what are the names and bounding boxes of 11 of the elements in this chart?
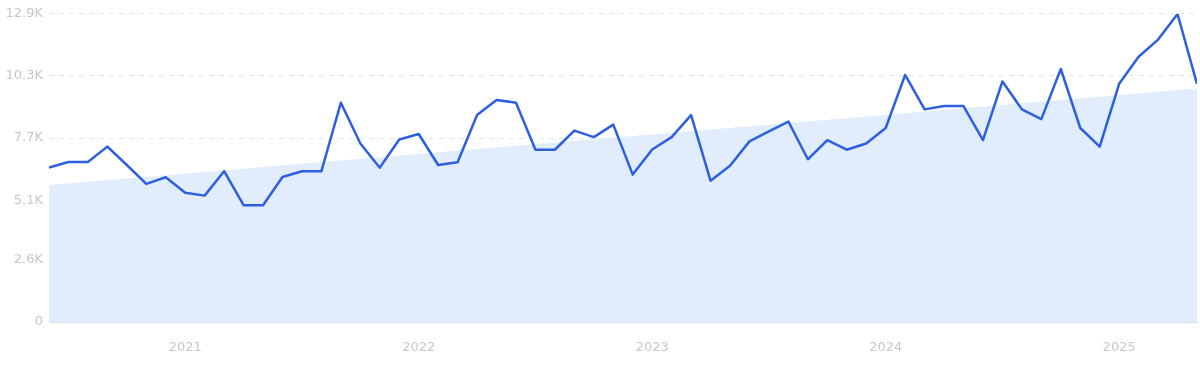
y-tick-label: 12.9K (5, 5, 44, 21)
y-tick-label: 10.3K (5, 67, 44, 83)
y-tick-label: 2.6K (13, 251, 44, 267)
x-tick-label: 2024 (869, 339, 903, 355)
x-tick-label: 2025 (1102, 339, 1136, 355)
y-tick-label: 5.1K (13, 191, 44, 207)
x-tick-label: 2023 (635, 339, 669, 355)
x-tick-label: 2021 (168, 339, 202, 355)
y-tick-label: 7.7K (13, 129, 44, 145)
y-tick-label: 0 (34, 313, 43, 329)
x-tick-label: 2022 (402, 339, 436, 355)
